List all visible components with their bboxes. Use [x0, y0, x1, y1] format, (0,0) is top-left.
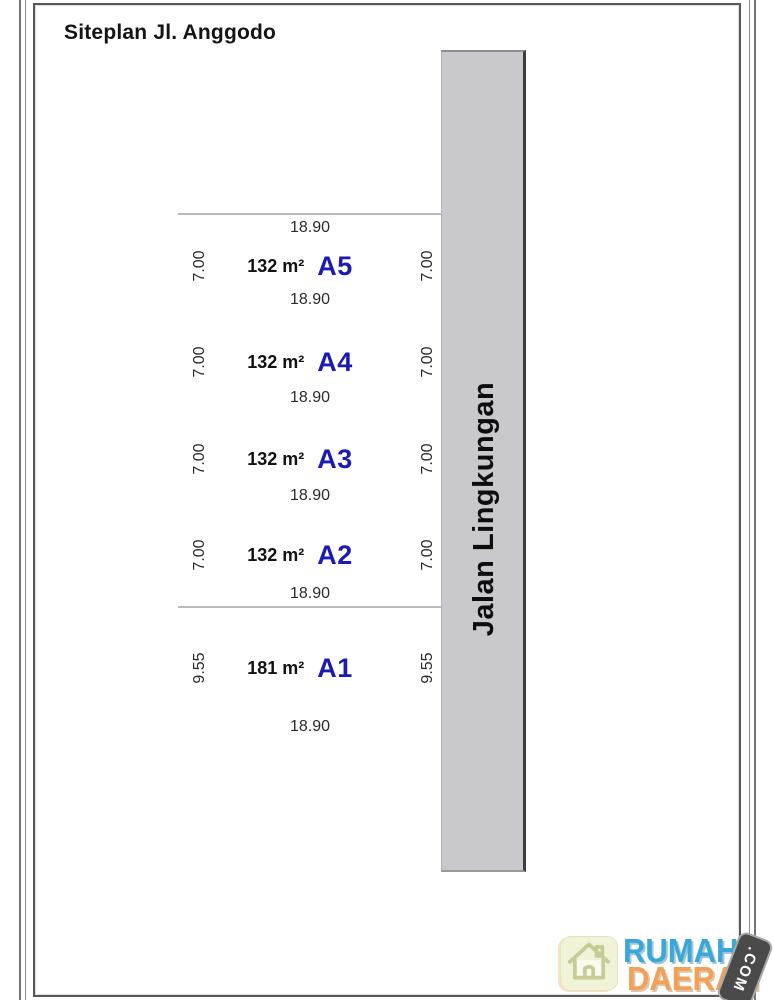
lot-row-a5: 132 m² A5 — [198, 249, 402, 283]
lot-row-a4: 132 m² A4 — [198, 345, 402, 379]
width-label: 18.90 — [289, 291, 331, 308]
lot-area-label: 181 m² — [247, 657, 305, 678]
lot-row-a2: 132 m² A2 — [198, 538, 402, 572]
lot-row-a1: 181 m² A1 — [198, 651, 402, 685]
width-label: 18.90 — [289, 585, 331, 602]
width-label: 18.90 — [289, 487, 331, 504]
page-title: Siteplan Jl. Anggodo — [64, 21, 277, 44]
side-dim-right-a2: 7.00 — [419, 539, 436, 571]
brand-rumah: RUMAH — [623, 932, 739, 969]
lot-area-label: 132 m² — [247, 255, 305, 276]
road — [441, 50, 526, 872]
lot-area-label: 132 m² — [247, 544, 305, 565]
width-label: 18.90 — [289, 389, 331, 406]
side-dim-right-a4: 7.00 — [419, 346, 436, 378]
side-dim-right-a3: 7.00 — [419, 443, 436, 475]
lot-id-label: A4 — [317, 346, 353, 377]
road-label: Jalan Lingkungan — [468, 381, 500, 637]
side-dim-right-a5: 7.00 — [419, 250, 436, 282]
side-dim-right-a1: 9.55 — [419, 652, 436, 684]
lot-id-label: A2 — [317, 539, 353, 570]
lot-area-label: 132 m² — [247, 351, 305, 372]
com-tag-label: .COM — [728, 944, 762, 996]
lot-row-a3: 132 m² A3 — [198, 442, 402, 476]
width-label: 18.90 — [289, 718, 331, 735]
house-icon — [564, 937, 614, 990]
lot-id-label: A1 — [317, 652, 353, 683]
watermark-logo — [560, 936, 618, 991]
content-border-frame — [33, 3, 741, 997]
outer-border-frame-inner-line — [25, 0, 750, 1000]
outer-border-frame — [19, 0, 756, 1000]
lot-divider-a2-a1 — [178, 606, 441, 608]
lot-id-label: A5 — [317, 250, 353, 281]
lot-area-label: 132 m² — [247, 448, 305, 469]
width-label: 18.90 — [289, 219, 331, 236]
lot-divider-top — [178, 213, 441, 215]
lot-id-label: A3 — [317, 443, 353, 474]
